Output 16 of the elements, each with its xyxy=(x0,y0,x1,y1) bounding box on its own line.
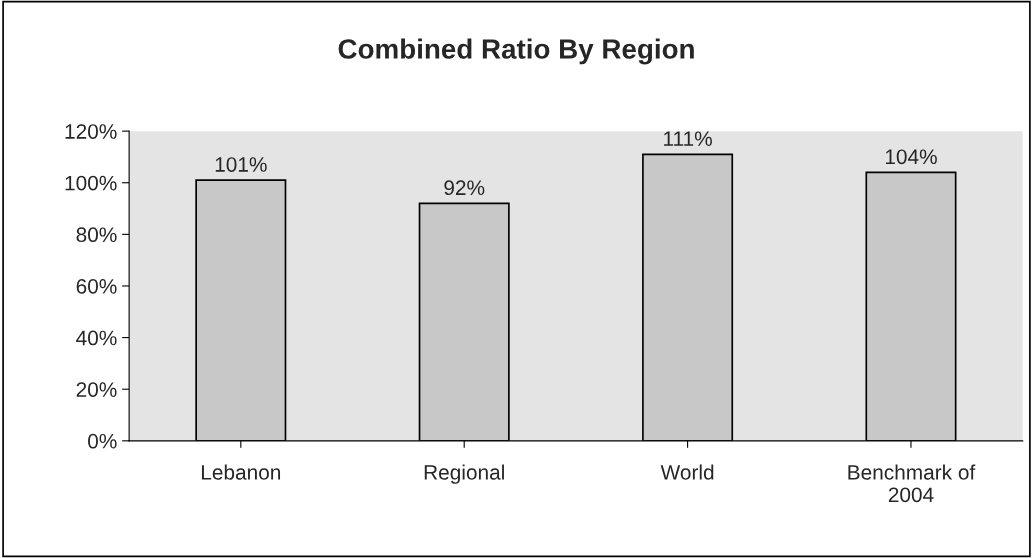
data-label: 92% xyxy=(444,180,485,196)
data-label: 104% xyxy=(885,149,937,165)
y-tick-label: 20% xyxy=(76,382,117,397)
x-tick-label: Lebanon xyxy=(201,464,281,480)
y-tick-label: 80% xyxy=(76,227,117,243)
y-tick-label: 60% xyxy=(76,278,117,294)
chart-title: Combined Ratio By Region xyxy=(338,38,694,65)
data-label: 101% xyxy=(215,157,267,172)
y-tick-label: 0% xyxy=(88,433,117,449)
y-tick-label: 40% xyxy=(76,330,117,346)
x-tick-label: Benchmark of 2004 xyxy=(848,464,976,503)
x-tick-label: Regional xyxy=(424,464,504,484)
x-tick-label: World xyxy=(660,464,714,480)
y-tick-label: 100% xyxy=(65,175,117,191)
data-label: 111% xyxy=(664,131,712,146)
y-tick-label: 120% xyxy=(65,124,117,139)
